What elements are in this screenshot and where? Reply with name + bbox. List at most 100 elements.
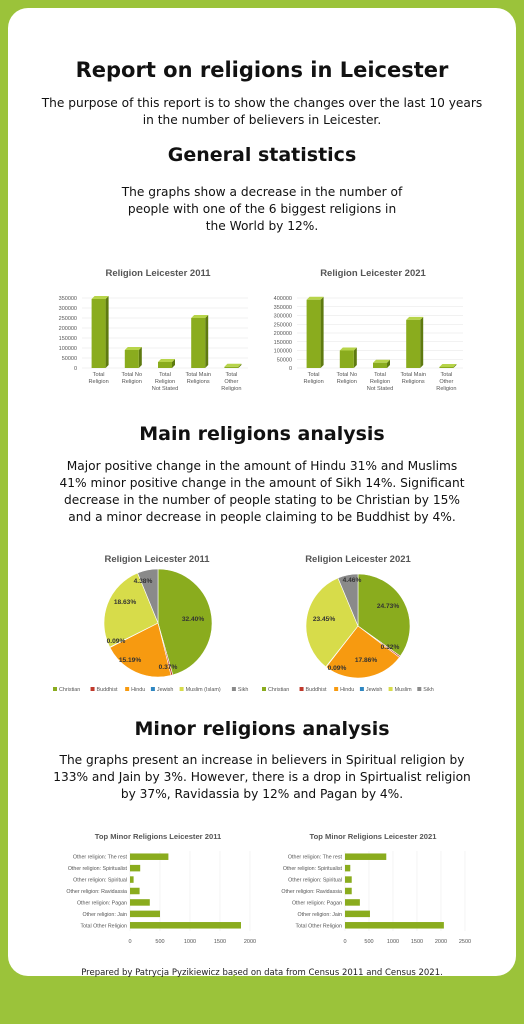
bar-side [320,296,324,368]
footer-credit: Prepared by Patrycja Pyzikiewicz based o… [81,968,443,978]
bar-top [224,363,242,367]
x-tick-label: Total [225,372,237,378]
data-label: 32.40% [182,616,205,623]
x-tick-label: Religions [402,379,425,385]
bar [124,350,139,368]
bar [345,853,387,860]
legend-entry: Christian [59,687,80,693]
main-heading: Main religions analysis [139,423,385,445]
y-tick-label: 250000 [59,316,77,322]
y-tick-label: Other religion: The rest [73,855,128,861]
x-tick-label: Religion [303,379,323,385]
legend-swatch [388,687,393,691]
y-tick-label: 100000 [59,346,77,352]
y-tick-label: Other religion: Spiritual [288,878,342,884]
chart-title: Religion Leicester 2011 [104,554,210,565]
y-tick-label: 0 [74,366,77,372]
bar [158,362,172,368]
bar-top [158,359,175,362]
bar-side [138,347,142,368]
legend-entry: Jewish [366,687,382,693]
legend-swatch [231,687,236,691]
bar [130,887,140,895]
data-label: 0.09% [107,638,126,645]
data-label: 0.09% [328,665,347,672]
legend-entry: Sikh [238,687,249,693]
x-tick-label: Not Stated [367,386,393,392]
pie-slice [137,568,159,624]
legend-entry: Hindu [131,687,145,693]
chart-title: Religion Leicester 2021 [305,554,411,565]
pie-slice [157,568,213,676]
bar-side [238,363,242,368]
pie-slice [337,573,359,627]
bar-top [306,296,324,300]
bar-top [406,316,424,320]
y-tick-label: 50000 [277,357,292,363]
bar-top [91,296,109,299]
x-tick-label: 1000 [387,939,399,945]
x-tick-label: Total [159,372,171,378]
y-tick-label: Other religion: Ravidassia [66,889,127,895]
legend-swatch [359,687,364,691]
legend-swatch [299,687,304,691]
y-tick-label: 200000 [59,326,77,332]
legend-swatch [53,687,57,691]
legend-swatch [125,687,130,691]
legend-entry: Buddhist [97,687,118,693]
y-tick-label: Other religion: Pagan [292,900,342,906]
y-tick-label: 250000 [274,322,292,328]
city-skyline-decoration [0,974,524,1024]
bar-top [373,359,390,363]
legend-entry: Christian [268,687,289,693]
x-tick-label: Total [440,372,452,378]
x-tick-label: 2000 [244,939,256,945]
data-label: 23.45% [313,616,336,623]
y-tick-label: 350000 [274,305,292,311]
x-tick-label: Religion [436,386,456,392]
chart-title: Top Minor Religions Leicester 2021 [310,832,438,841]
pie-slice [357,573,411,657]
x-tick-label: Religion [88,379,108,385]
bar [130,910,160,918]
x-tick-label: 2000 [435,939,447,945]
legend-entry: Muslim [395,687,413,693]
legend-swatch [150,687,155,691]
x-tick-label: 0 [128,939,131,945]
bar [130,876,134,883]
data-label: 18.63% [114,599,137,606]
intro-text: The purpose of this report is to show th… [41,96,483,127]
y-tick-label: Other religion: Spiritualist [68,866,128,872]
bar [339,350,354,368]
bar [130,922,241,929]
pie-slice [103,572,159,648]
data-label: 15.19% [119,657,142,664]
pie-slice [305,577,359,668]
y-tick-label: Other religion: The rest [288,855,343,861]
pie-slice [109,622,172,678]
bar-side [105,296,109,368]
pie-chart-2011: Religion Leicester 2011 32.40% 0.37% 15.19%… [53,554,249,693]
y-tick-label: 0 [289,366,292,372]
x-tick-label: Religion [122,379,142,385]
bar-side [205,315,209,368]
pie-chart-2021: Religion Leicester 2021 24.73% 0.32%17.86%… [262,554,434,693]
general-heading: General statistics [167,144,357,166]
bar [345,887,352,895]
data-label: 24.73% [377,603,400,610]
bar [191,318,206,368]
bar-chart-2011: Religion Leicester 2011 0 50000 100000 15000… [59,268,248,392]
x-tick-label: Religion [155,379,175,385]
y-tick-label: Other religion: Spiritual [73,878,127,884]
legend-swatch [334,687,339,691]
bar [306,299,321,368]
hbar-chart-2021: Top Minor Religions Leicester 2021 0 500 10… [281,832,471,945]
x-tick-label: 0 [343,939,346,945]
main-text: Major positive change in the amount of H… [59,459,465,524]
bar-side [420,316,424,368]
bar [439,366,454,368]
legend-swatch [179,687,184,691]
y-tick-label: 200000 [274,331,292,337]
x-tick-label: Total [308,372,320,378]
x-tick-label: 1000 [184,939,196,945]
